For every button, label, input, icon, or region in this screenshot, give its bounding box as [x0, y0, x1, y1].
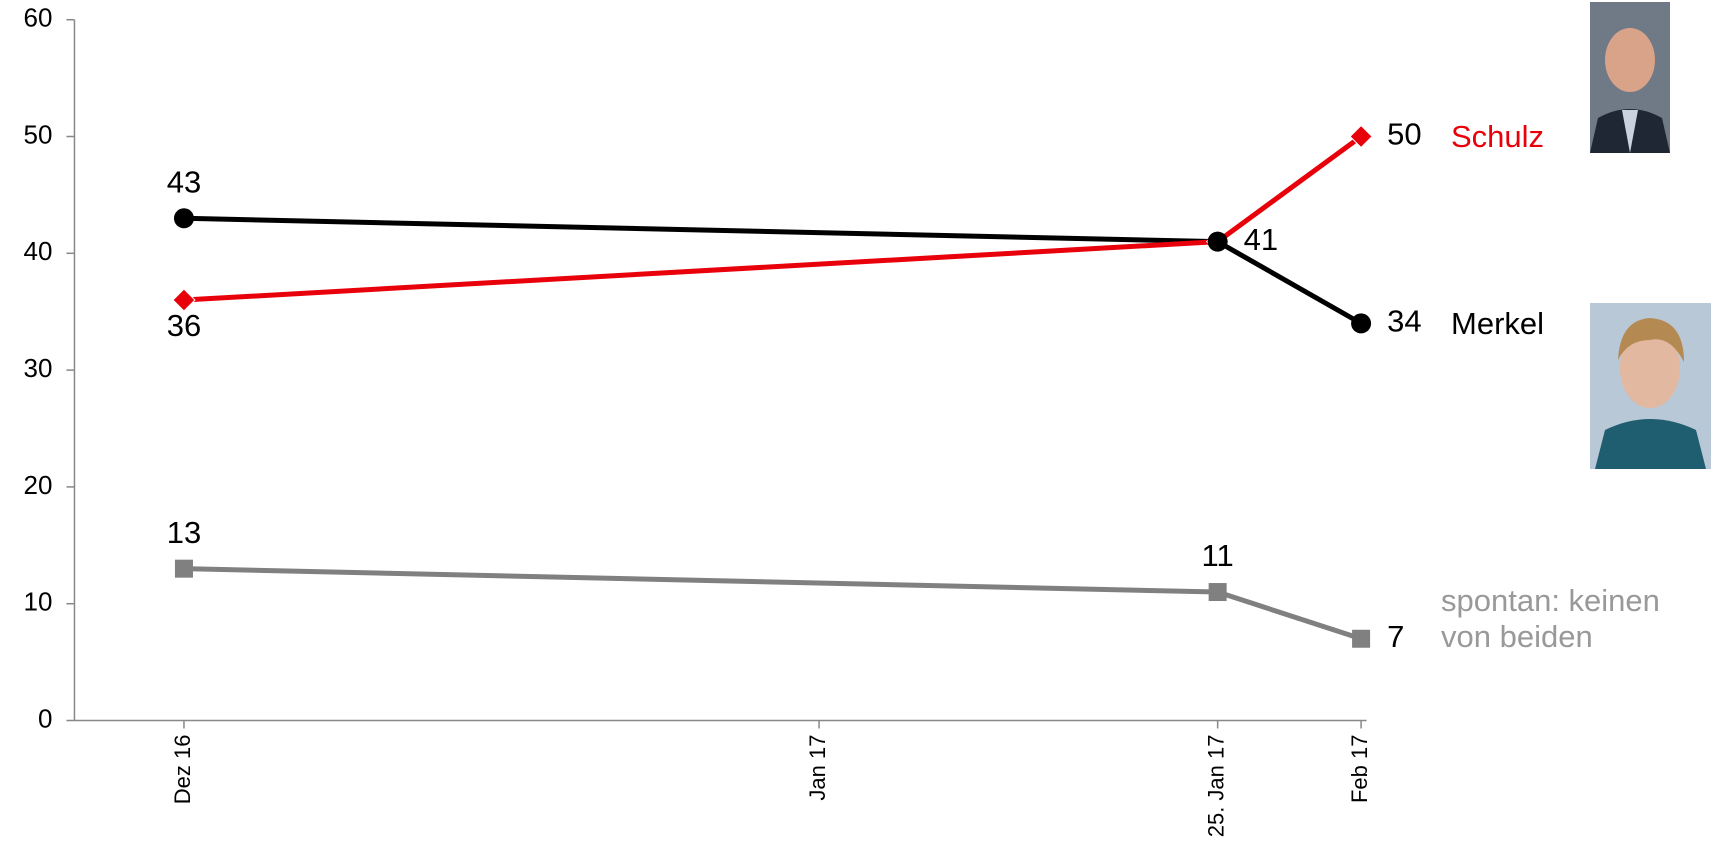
line-segment — [183, 239, 1218, 303]
y-tick-label: 40 — [24, 236, 53, 266]
data-label: 11 — [1202, 538, 1234, 573]
y-tick-label: 10 — [24, 587, 53, 617]
data-label: 50 — [1387, 117, 1421, 152]
data-label: 7 — [1387, 619, 1404, 654]
line-segment — [183, 566, 1218, 595]
series-label: spontan: keinen von beiden — [1441, 582, 1660, 654]
line-segment — [1216, 589, 1362, 642]
series-label: Merkel — [1451, 306, 1545, 342]
marker — [174, 559, 193, 578]
line-segment — [1216, 134, 1363, 244]
series-label: Schulz — [1451, 118, 1545, 154]
marker — [172, 288, 196, 312]
y-tick-label: 30 — [24, 353, 53, 383]
line-segment — [1216, 239, 1363, 326]
x-tick-label: 25. Jan 17 — [1203, 735, 1228, 838]
line-segment — [183, 215, 1218, 245]
marker — [1351, 313, 1372, 334]
marker — [1208, 583, 1227, 602]
marker — [1352, 629, 1371, 648]
data-label: 34 — [1387, 304, 1421, 339]
data-label: 41 — [1244, 222, 1278, 257]
x-tick-label: Dez 16 — [170, 735, 195, 805]
photo-merkel — [1590, 303, 1711, 469]
marker — [1207, 231, 1228, 252]
x-tick-label: Feb 17 — [1347, 735, 1372, 804]
marker — [173, 208, 194, 229]
data-label: 43 — [167, 164, 201, 199]
marker — [1349, 124, 1373, 149]
y-tick-label: 20 — [24, 470, 53, 500]
y-tick-label: 60 — [24, 3, 53, 33]
data-label: 36 — [167, 308, 201, 343]
y-tick-label: 50 — [24, 119, 53, 149]
photo-schulz — [1590, 2, 1670, 153]
data-label: 13 — [167, 515, 201, 550]
y-tick-label: 0 — [38, 703, 52, 733]
x-tick-label: Jan 17 — [805, 735, 830, 801]
